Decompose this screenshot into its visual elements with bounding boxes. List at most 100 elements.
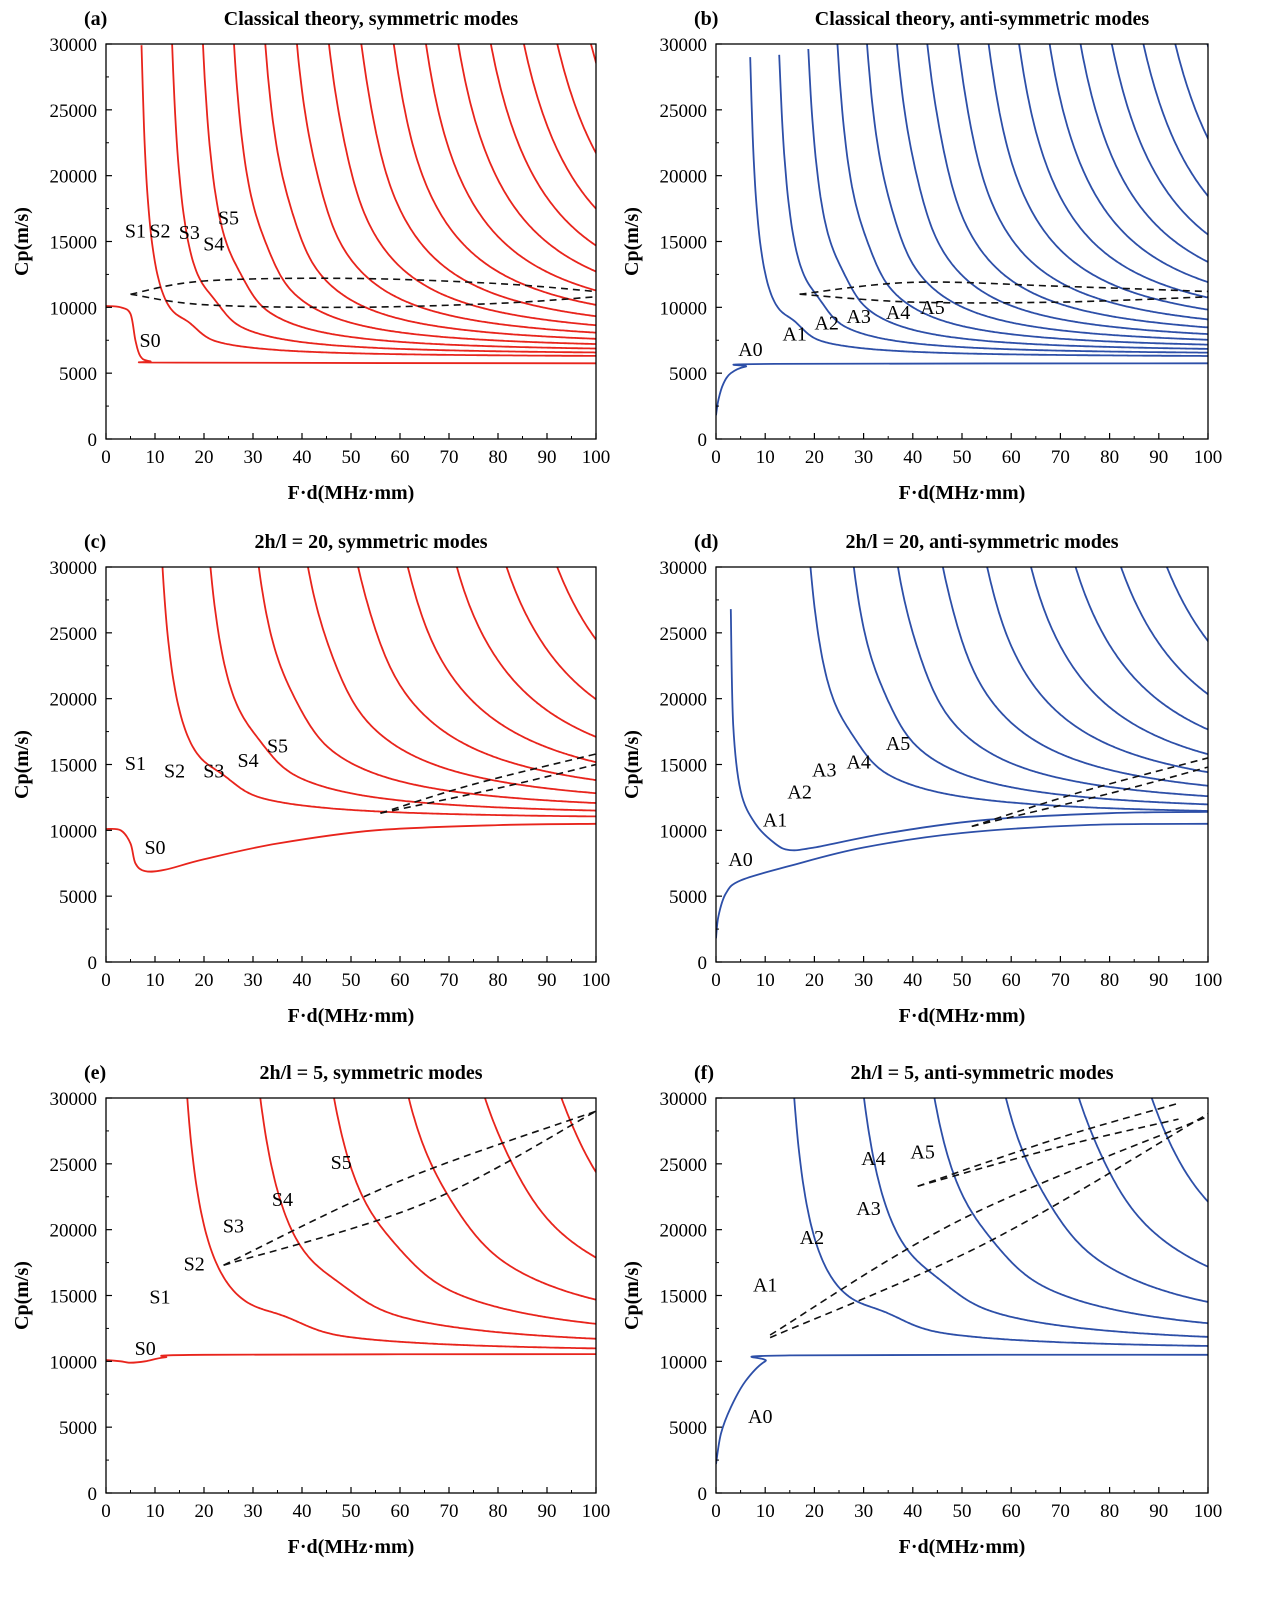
y-axis-label: Cp(m/s) xyxy=(621,730,643,799)
mode-label-A1: A1 xyxy=(782,323,806,345)
x-tick-label: 50 xyxy=(953,970,972,991)
curve-mode-8 xyxy=(1074,567,1208,731)
curve-mode-10 xyxy=(1018,44,1208,299)
curve-mode-1 xyxy=(749,57,1208,357)
curve-A1 xyxy=(729,609,1208,852)
curve-A0 xyxy=(716,1353,1208,1465)
x-tick-label: 60 xyxy=(391,970,410,991)
curve-mode-15 xyxy=(1174,44,1208,140)
x-tick-label: 50 xyxy=(953,447,972,468)
x-tick-label: 10 xyxy=(146,447,165,468)
x-tick-label: 30 xyxy=(244,970,263,991)
x-tick-label: 0 xyxy=(101,1501,111,1522)
curve-mode-12 xyxy=(1079,44,1208,263)
x-tick-label: 20 xyxy=(805,970,824,991)
curve-S0 xyxy=(106,305,596,365)
panel-b: (b) Classical theory, anti-symmetric mode… xyxy=(621,8,1223,504)
plot-area xyxy=(716,44,1208,416)
curve-mode-8 xyxy=(957,44,1208,321)
dashed-envelope-0 xyxy=(223,1110,596,1266)
curve-mode-3 xyxy=(257,567,596,804)
x-tick-label: 30 xyxy=(854,970,873,991)
mode-label-A1: A1 xyxy=(753,1275,777,1297)
curve-mode-5 xyxy=(357,567,596,781)
x-tick-label: 100 xyxy=(1194,447,1223,468)
mode-label-A3: A3 xyxy=(856,1198,880,1220)
x-tick-label: 70 xyxy=(1051,970,1070,991)
panel-a: (a) Classical theory, symmetric modes S0 S1… xyxy=(11,8,611,504)
y-tick-label: 10000 xyxy=(50,1352,98,1373)
y-tick-label: 10000 xyxy=(50,821,98,842)
curve-mode-2 xyxy=(778,54,1208,354)
curve-mode-4 xyxy=(897,567,1208,798)
curve-mode-11 xyxy=(457,44,596,273)
y-tick-label: 15000 xyxy=(660,756,708,777)
curve-mode-7 xyxy=(1030,567,1208,756)
mode-label-S2: S2 xyxy=(149,221,170,243)
curve-mode-15 xyxy=(590,44,596,64)
mode-label-A5: A5 xyxy=(886,733,910,755)
x-tick-label: 60 xyxy=(1002,970,1021,991)
curve-mode-4 xyxy=(233,44,596,345)
y-axis-label: Cp(m/s) xyxy=(11,730,33,799)
y-tick-label: 10000 xyxy=(50,298,98,319)
curve-mode-4 xyxy=(836,44,1208,346)
dashed-envelope-1 xyxy=(971,766,1208,828)
x-tick-label: 80 xyxy=(489,970,508,991)
y-tick-label: 20000 xyxy=(660,1221,708,1242)
y-tick-label: 25000 xyxy=(660,1155,708,1176)
x-tick-label: 40 xyxy=(293,970,312,991)
mode-label-A2: A2 xyxy=(814,313,838,335)
mode-label-S4: S4 xyxy=(272,1189,293,1211)
mode-label-S5: S5 xyxy=(267,736,288,758)
curve-mode-14 xyxy=(556,44,596,155)
curve-mode-2 xyxy=(209,567,596,812)
panel-title: 2h/l = 20, anti-symmetric modes xyxy=(845,531,1118,553)
x-tick-label: 0 xyxy=(101,447,111,468)
y-tick-label: 30000 xyxy=(50,1089,98,1110)
curve-mode-9 xyxy=(1120,567,1208,696)
curve-mode-10 xyxy=(591,522,596,536)
y-tick-label: 25000 xyxy=(50,1155,98,1176)
x-tick-label: 90 xyxy=(538,447,557,468)
y-axis-label: Cp(m/s) xyxy=(11,1261,33,1330)
curve-mode-7 xyxy=(328,44,596,327)
plot-frame xyxy=(715,566,1209,963)
y-axis-label: Cp(m/s) xyxy=(621,207,643,276)
x-tick-label: 90 xyxy=(1149,447,1168,468)
y-tick-label: 5000 xyxy=(59,887,97,908)
y-tick-label: 15000 xyxy=(50,1287,98,1308)
x-tick-label: 60 xyxy=(1002,447,1021,468)
curve-mode-5 xyxy=(484,1098,596,1259)
curve-mode-6 xyxy=(896,44,1208,336)
x-tick-label: 20 xyxy=(195,447,214,468)
y-tick-label: 30000 xyxy=(50,558,98,579)
curve-A0 xyxy=(716,822,1208,939)
x-tick-label: 100 xyxy=(582,447,611,468)
y-tick-label: 20000 xyxy=(660,690,708,711)
y-tick-label: 10000 xyxy=(660,1352,708,1373)
y-tick-label: 25000 xyxy=(660,101,708,122)
dashed-envelope-3 xyxy=(917,1118,1179,1187)
mode-label-S1: S1 xyxy=(125,221,146,243)
curve-mode-3 xyxy=(852,567,1208,806)
y-tick-label: 0 xyxy=(698,430,708,451)
plot-area xyxy=(106,44,596,365)
curve-mode-3 xyxy=(202,44,596,350)
y-tick-label: 15000 xyxy=(660,233,708,254)
dashed-envelope-0 xyxy=(971,757,1208,828)
x-tick-label: 10 xyxy=(756,970,775,991)
plot-frame xyxy=(715,1097,1209,1494)
x-tick-label: 10 xyxy=(146,1501,165,1522)
y-tick-label: 0 xyxy=(88,430,98,451)
mode-label-A2: A2 xyxy=(787,782,811,804)
y-tick-label: 10000 xyxy=(660,821,708,842)
curve-S0 xyxy=(106,1353,596,1364)
x-tick-label: 50 xyxy=(953,1501,972,1522)
x-tick-label: 60 xyxy=(391,447,410,468)
panel-letter: (f) xyxy=(694,1062,714,1084)
mode-label-S3: S3 xyxy=(203,761,224,783)
curve-mode-5 xyxy=(1077,1098,1208,1268)
x-tick-label: 10 xyxy=(756,1501,775,1522)
mode-label-S1: S1 xyxy=(149,1286,170,1308)
